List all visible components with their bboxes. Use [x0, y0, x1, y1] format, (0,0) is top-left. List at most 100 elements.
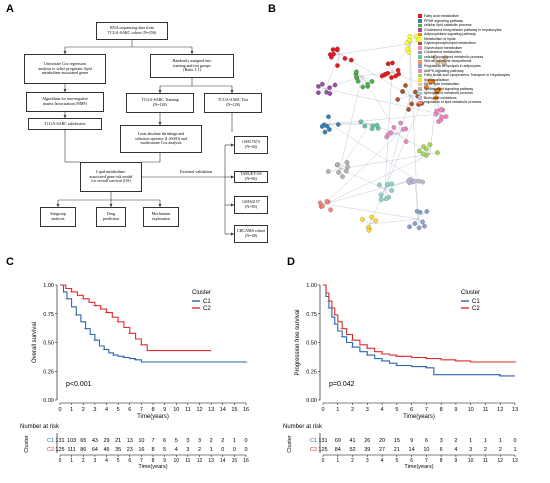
network-node	[435, 88, 441, 93]
flowchart-box-line: Mechanism	[151, 211, 171, 217]
risk-x-axis-label: Time(years)	[138, 464, 167, 470]
legend-swatch	[418, 19, 422, 23]
network-node	[400, 126, 406, 132]
risk-x-tick-label: 13	[512, 458, 518, 464]
risk-count: 65	[80, 438, 86, 444]
risk-y-axis-label: Cluster	[287, 435, 293, 453]
risk-count: 1	[513, 447, 516, 453]
network-node	[432, 54, 438, 60]
risk-count: 13	[127, 438, 133, 444]
network-node	[326, 114, 331, 120]
risk-count: 1	[210, 447, 213, 453]
flowchart-box-line: (N=85)	[245, 204, 257, 209]
legend-swatch	[418, 55, 422, 59]
risk-x-tick-label: 15	[232, 458, 238, 464]
network-node	[435, 150, 440, 156]
risk-x-tick-label: 4	[105, 458, 108, 464]
risk-x-tick-label: 10	[173, 458, 179, 464]
network-node	[317, 200, 323, 206]
risk-count: 41	[349, 438, 355, 444]
risk-y-axis-label: Cluster	[24, 435, 30, 453]
network-node	[404, 40, 410, 46]
network-node	[377, 182, 382, 188]
legend-label: cellular compound metabolic process	[424, 54, 484, 59]
y-tick-label: 0.25	[43, 369, 54, 375]
network-node	[389, 75, 394, 80]
network-legend-item: Glycerophospholipid metabolism	[418, 41, 510, 46]
risk-x-tick-label: 1	[336, 458, 339, 464]
risk-count: 4	[175, 447, 178, 453]
risk-count: 131	[318, 438, 327, 444]
y-tick-label: 0.50	[306, 341, 317, 347]
flowchart-box-line: GSE17674	[242, 139, 260, 145]
network-node	[433, 95, 439, 101]
flowchart-box-line: TCGA-SARC subclusters	[44, 120, 86, 126]
flowchart-box-line: Algorithms for non-negative	[42, 96, 88, 102]
x-tick-label: 5	[395, 407, 398, 413]
flowchart-box-subclusters: TCGA-SARC subclusters	[28, 118, 102, 130]
x-tick-label: 6	[128, 407, 131, 413]
risk-count: 43	[92, 438, 98, 444]
flowchart-box-line: analysis	[51, 216, 65, 221]
legend-title: Cluster	[461, 290, 480, 296]
risk-x-tick-label: 1	[70, 458, 73, 464]
risk-count: 111	[67, 447, 75, 453]
network-node	[354, 74, 359, 80]
network-legend-item: Steroid hormone biosynthesis	[418, 59, 510, 64]
network-node	[335, 122, 341, 127]
network-node	[344, 160, 350, 165]
y-tick-label: 0.75	[43, 312, 54, 318]
x-tick-label: 1	[70, 407, 73, 413]
legend-label: Ether lipid metabolism	[424, 82, 460, 87]
x-tick-label: 0	[58, 407, 61, 413]
legend-swatch	[418, 78, 422, 82]
legend-swatch	[418, 69, 422, 73]
network-node	[369, 79, 375, 84]
network-node	[340, 174, 345, 179]
flowchart-box-line: (N=128)	[226, 102, 240, 107]
flowchart-box-gse17674: GSE17674 (N=44)	[234, 136, 268, 154]
network-node	[443, 55, 448, 60]
legend-label: Sphingolipid signaling pathway	[424, 86, 474, 91]
risk-x-tick-label: 2	[82, 458, 85, 464]
network-node	[316, 84, 321, 89]
risk-count: 3	[186, 447, 189, 453]
network-node	[434, 108, 440, 114]
risk-count: 52	[349, 447, 355, 453]
network-legend-item: Biological oxidations	[418, 96, 510, 101]
risk-count: 3	[198, 438, 201, 444]
network-node	[405, 46, 410, 52]
risk-count: 64	[92, 447, 98, 453]
legend-swatch	[418, 91, 422, 96]
network-node	[385, 61, 391, 67]
flowchart-box-line: (N=128)	[153, 102, 167, 107]
survival-curve-c1	[323, 284, 515, 377]
network-node	[416, 225, 422, 231]
risk-count: 86	[80, 447, 86, 453]
network-legend: Fatty acid metabolism PPAR signaling path…	[418, 14, 510, 105]
y-tick-label: 1.00	[306, 283, 317, 289]
network-node	[420, 219, 425, 225]
flowchart-box-line: (N=48)	[245, 233, 257, 238]
x-tick-label: 2	[351, 407, 354, 413]
risk-count: 131	[55, 438, 64, 444]
network-node	[390, 60, 395, 66]
network-node	[407, 224, 412, 230]
risk-count: 1	[484, 438, 487, 444]
network-legend-item: Fatty Acids and Lipoproteins Transport i…	[418, 73, 510, 78]
network-node	[391, 125, 397, 130]
flowchart-box-line: metabolism-associated genes	[41, 70, 89, 76]
network-node	[427, 78, 433, 84]
risk-x-tick-label: 5	[117, 458, 120, 464]
x-tick-label: 6	[410, 407, 413, 413]
x-tick-label: 13	[512, 407, 518, 413]
risk-x-tick-label: 9	[455, 458, 458, 464]
risk-x-tick-label: 0	[322, 458, 325, 464]
legend-label: Regulation of lipolysis in adipocytes	[424, 64, 481, 69]
network-legend-item: Regulation of lipolysis in adipocytes	[418, 64, 510, 69]
network-node	[420, 179, 425, 185]
network-node	[435, 60, 441, 66]
network-node	[362, 123, 368, 129]
legend-label: lipid localization	[424, 77, 450, 82]
risk-x-tick-label: 8	[440, 458, 443, 464]
